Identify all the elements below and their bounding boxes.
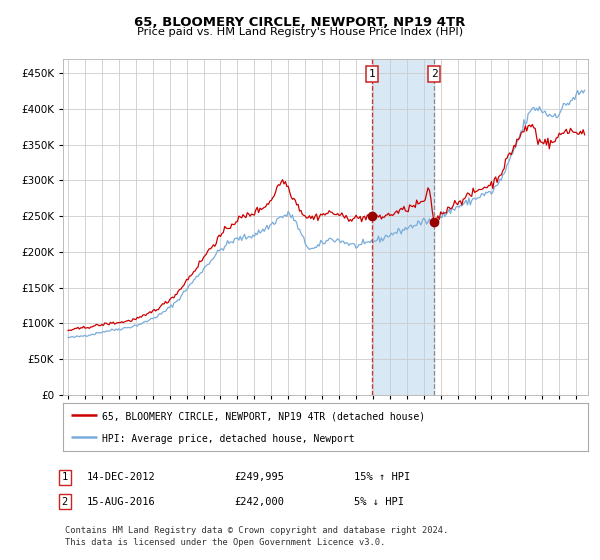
Text: 15-AUG-2016: 15-AUG-2016 (87, 497, 156, 507)
Text: HPI: Average price, detached house, Newport: HPI: Average price, detached house, Newp… (103, 434, 355, 444)
Text: 14-DEC-2012: 14-DEC-2012 (87, 472, 156, 482)
Text: £242,000: £242,000 (234, 497, 284, 507)
Text: 2: 2 (431, 69, 437, 79)
Text: 5% ↓ HPI: 5% ↓ HPI (354, 497, 404, 507)
Text: 15% ↑ HPI: 15% ↑ HPI (354, 472, 410, 482)
Text: 2: 2 (62, 497, 68, 507)
Bar (372, 59, 434, 395)
Text: 1: 1 (369, 69, 376, 79)
Text: Contains HM Land Registry data © Crown copyright and database right 2024.: Contains HM Land Registry data © Crown c… (65, 526, 448, 535)
Text: 65, BLOOMERY CIRCLE, NEWPORT, NP19 4TR: 65, BLOOMERY CIRCLE, NEWPORT, NP19 4TR (134, 16, 466, 29)
Text: Price paid vs. HM Land Registry's House Price Index (HPI): Price paid vs. HM Land Registry's House … (137, 27, 463, 37)
Text: 1: 1 (62, 472, 68, 482)
Text: £249,995: £249,995 (234, 472, 284, 482)
Text: 65, BLOOMERY CIRCLE, NEWPORT, NP19 4TR (detached house): 65, BLOOMERY CIRCLE, NEWPORT, NP19 4TR (… (103, 412, 425, 422)
Text: This data is licensed under the Open Government Licence v3.0.: This data is licensed under the Open Gov… (65, 538, 385, 547)
